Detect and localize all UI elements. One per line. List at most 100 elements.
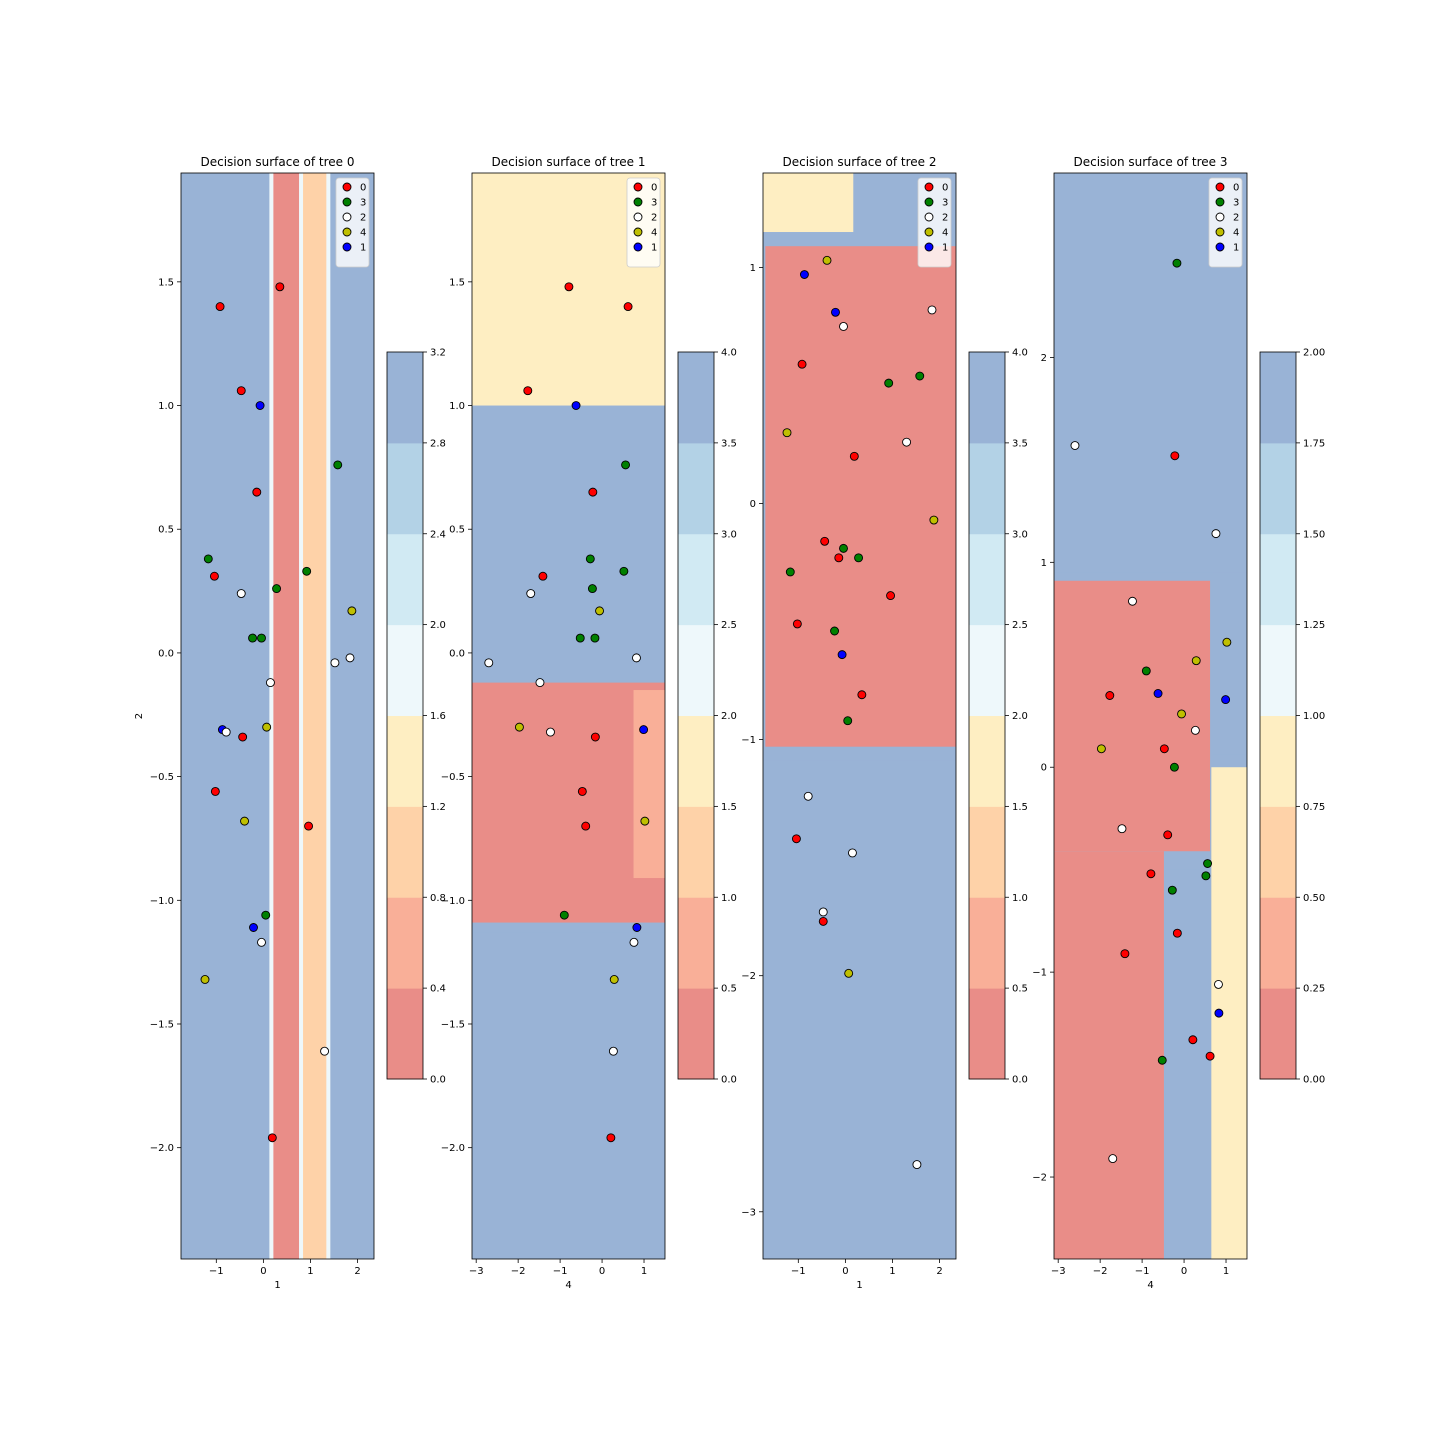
- colorbar-segment: [387, 533, 423, 626]
- colorbar-tick-label: 1.0: [721, 893, 737, 904]
- colorbar: 0.0 0.4 0.8 1.2 1.6 2.0 2.4 2.8 3.2: [386, 348, 446, 1086]
- colorbar-segment: [1260, 988, 1296, 1080]
- data-point-class-0: [886, 591, 896, 601]
- data-point-class-2: [608, 1046, 618, 1056]
- colorbar-tick-label: 3.0: [721, 529, 737, 540]
- data-point-class-3: [1141, 666, 1151, 676]
- y-tick-label: 1: [750, 263, 756, 274]
- legend-label: 3: [360, 198, 366, 209]
- y-tick-label: −1: [1032, 968, 1047, 979]
- colorbar-tick-label: 1.00: [1303, 711, 1325, 722]
- colorbar-tick-label: 1.6: [430, 711, 446, 722]
- data-point-class-2: [265, 678, 275, 688]
- y-axis-label: 2: [134, 713, 145, 719]
- data-point-class-4: [609, 975, 619, 984]
- colorbar-tick-label: 3.5: [1012, 438, 1028, 449]
- data-point-class-3: [248, 633, 258, 643]
- data-point-class-3: [1169, 762, 1179, 772]
- data-point-class-3: [1203, 859, 1213, 868]
- data-point-class-1: [799, 270, 809, 279]
- data-point-class-2: [1214, 979, 1223, 989]
- x-tick-label: 1: [1223, 1266, 1229, 1277]
- colorbar-tick-label: 1.0: [1012, 893, 1028, 904]
- data-point-class-1: [1153, 689, 1163, 698]
- data-point-class-0: [792, 619, 802, 629]
- colorbar-tick-label: 1.5: [1012, 802, 1028, 813]
- colorbar-segment: [678, 442, 714, 535]
- surface-region: [763, 173, 854, 233]
- colorbar-tick-label: 0.5: [721, 984, 737, 995]
- x-tick-label: −1: [1135, 1266, 1150, 1277]
- data-point-class-2: [632, 653, 641, 663]
- legend-label: 0: [942, 183, 948, 194]
- colorbar-segment: [1260, 624, 1296, 716]
- legend-label: 1: [360, 243, 366, 254]
- colorbar-tick-label: 2.0: [1012, 711, 1028, 722]
- colorbar-tick-label: 1.75: [1303, 438, 1325, 449]
- legend-marker-class-2: [633, 212, 643, 222]
- colorbar-tick-label: 0.75: [1303, 802, 1325, 813]
- y-tick-label: −1.5: [441, 1019, 465, 1030]
- data-point-class-4: [929, 515, 939, 525]
- colorbar-segment: [1260, 352, 1296, 444]
- x-tick-label: −1: [209, 1266, 224, 1277]
- data-point-class-3: [1167, 885, 1177, 895]
- legend-label: 4: [942, 228, 948, 239]
- surface-region: [472, 682, 665, 923]
- data-point-class-2: [1190, 725, 1200, 735]
- surface-region: [1054, 580, 1211, 852]
- data-point-class-3: [261, 910, 271, 920]
- colorbar-segment: [387, 352, 423, 444]
- data-point-class-0: [797, 359, 807, 369]
- legend-marker-class-0: [342, 182, 352, 192]
- x-tick-label: 2: [354, 1266, 360, 1277]
- data-point-class-0: [1159, 744, 1169, 754]
- y-tick-label: 1.5: [158, 277, 174, 288]
- surface-region: [765, 246, 956, 747]
- colorbar-tick-label: 2.8: [430, 438, 446, 449]
- y-tick-label: −0.5: [441, 772, 465, 783]
- y-tick-label: −2.0: [441, 1143, 465, 1154]
- surface-boundary: [326, 173, 331, 1259]
- axes-frame: [180, 172, 375, 1260]
- colorbar: 0.0 0.5 1.0 1.5 2.0 2.5 3.0 3.5 4.0: [968, 348, 1028, 1086]
- colorbar-segment: [969, 897, 1005, 989]
- data-point-class-0: [1188, 1035, 1198, 1045]
- data-point-class-2: [818, 907, 828, 917]
- data-point-class-0: [791, 834, 801, 844]
- data-point-class-4: [844, 968, 854, 978]
- x-tick-label: 2: [936, 1266, 942, 1277]
- colorbar-tick-label: 3.5: [721, 438, 737, 449]
- data-point-class-0: [275, 282, 285, 292]
- surface-boundary: [299, 173, 304, 1259]
- data-point-class-1: [831, 307, 840, 317]
- colorbar-tick-label: 2.0: [721, 711, 737, 722]
- data-point-class-3: [1157, 1055, 1167, 1065]
- legend-label: 0: [360, 183, 366, 194]
- colorbar-segment: [387, 988, 423, 1080]
- data-point-class-4: [1177, 709, 1186, 719]
- data-point-class-0: [857, 690, 867, 700]
- x-tick-label: 1: [307, 1266, 313, 1277]
- x-tick-label: 1: [641, 1266, 647, 1277]
- colorbar-segment: [678, 715, 714, 807]
- colorbar-tick-label: 1.2: [430, 802, 446, 813]
- data-point-class-4: [1222, 637, 1232, 647]
- y-tick-label: −2: [741, 971, 756, 982]
- data-point-class-0: [523, 386, 533, 396]
- data-point-class-0: [1105, 691, 1115, 700]
- data-point-class-3: [559, 910, 569, 920]
- data-point-class-2: [1070, 441, 1080, 450]
- x-tick-label: 0: [599, 1266, 605, 1277]
- legend-label: 2: [360, 213, 366, 224]
- y-tick-label: −1.5: [150, 1019, 174, 1030]
- colorbar-tick-label: 0.5: [1012, 984, 1028, 995]
- data-point-class-2: [912, 1160, 922, 1170]
- legend-label: 4: [651, 228, 657, 239]
- x-axis-label: 1: [274, 1280, 280, 1291]
- legend-marker-class-0: [924, 182, 934, 192]
- x-tick-label: 0: [842, 1266, 848, 1277]
- colorbar-segment: [1260, 897, 1296, 989]
- data-point-class-0: [818, 916, 828, 926]
